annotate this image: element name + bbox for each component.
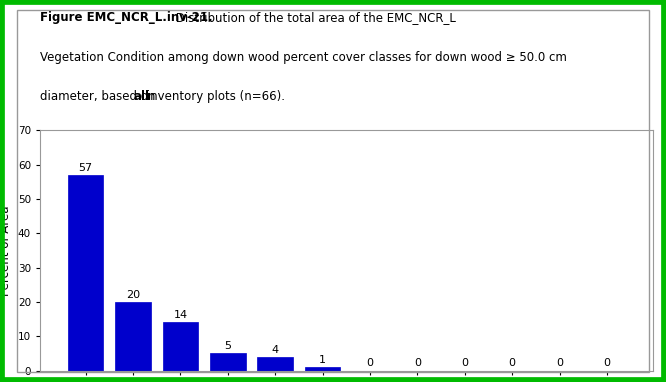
Bar	[68, 175, 103, 371]
Bar	[163, 322, 198, 371]
Text: all: all	[134, 90, 150, 103]
Bar	[115, 302, 151, 371]
Text: 0: 0	[414, 358, 421, 369]
Text: 0: 0	[556, 358, 563, 369]
Text: 0: 0	[509, 358, 515, 369]
Bar	[258, 357, 293, 371]
Bar	[210, 353, 246, 371]
Text: 0: 0	[462, 358, 468, 369]
Text: 5: 5	[224, 342, 231, 351]
Text: inventory plots (n=66).: inventory plots (n=66).	[143, 90, 285, 103]
Y-axis label: Percent of Area: Percent of Area	[0, 205, 12, 296]
Text: 0: 0	[603, 358, 611, 369]
Bar	[305, 367, 340, 371]
Text: 0: 0	[366, 358, 374, 369]
Text: 1: 1	[319, 355, 326, 365]
Text: 57: 57	[79, 163, 93, 173]
Text: 14: 14	[173, 311, 187, 320]
Text: Distribution of the total area of the EMC_NCR_L: Distribution of the total area of the EM…	[172, 11, 456, 24]
Text: Vegetation Condition among down wood percent cover classes for down wood ≥ 50.0 : Vegetation Condition among down wood per…	[40, 51, 567, 64]
Text: 4: 4	[272, 345, 279, 355]
Text: Figure EMC_NCR_L.inv-21.: Figure EMC_NCR_L.inv-21.	[40, 11, 212, 24]
Text: diameter, based on: diameter, based on	[40, 90, 159, 103]
Text: 20: 20	[126, 290, 140, 300]
